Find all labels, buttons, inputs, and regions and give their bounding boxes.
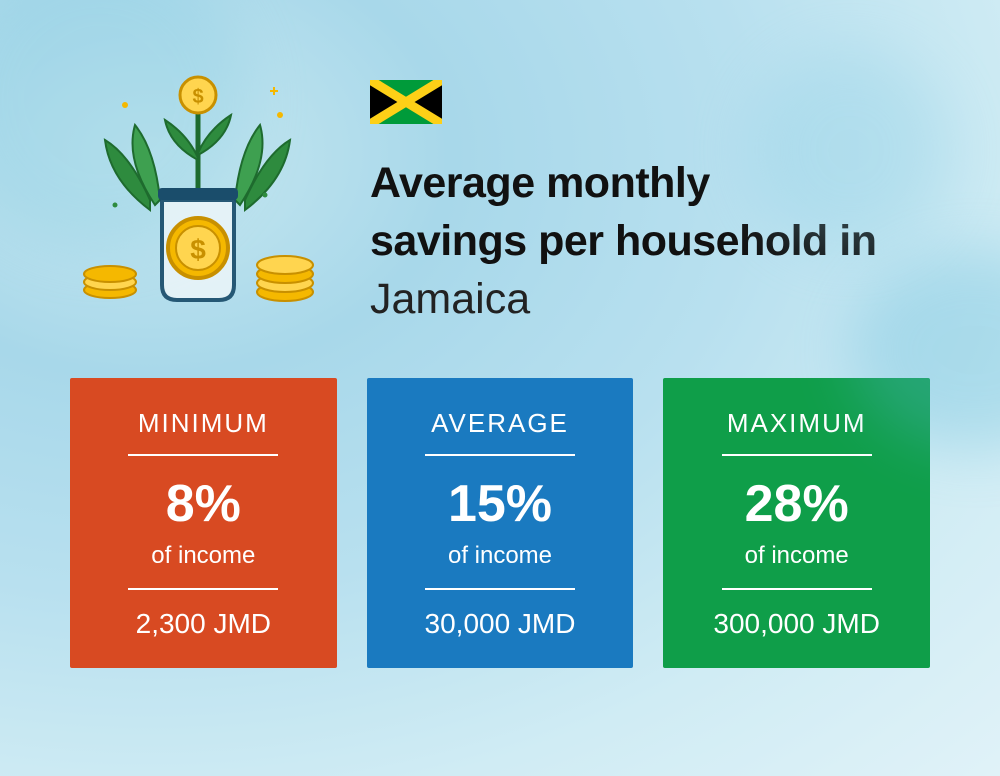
card-label: AVERAGE <box>387 408 614 439</box>
card-percent: 8% <box>90 474 317 534</box>
divider <box>425 454 575 456</box>
card-label: MINIMUM <box>90 408 317 439</box>
divider <box>722 454 872 456</box>
divider <box>128 454 278 456</box>
svg-text:$: $ <box>190 234 206 265</box>
card-percent: 15% <box>387 474 614 534</box>
flag-icon <box>370 80 442 124</box>
card-average: AVERAGE 15% of income 30,000 JMD <box>367 378 634 668</box>
card-subtext: of income <box>387 542 614 570</box>
bg-texture <box>750 50 950 250</box>
card-amount: 300,000 JMD <box>683 608 910 640</box>
card-minimum: MINIMUM 8% of income 2,300 JMD <box>70 378 337 668</box>
divider <box>425 588 575 590</box>
card-label: MAXIMUM <box>683 408 910 439</box>
divider <box>128 588 278 590</box>
card-subtext: of income <box>683 542 910 570</box>
divider <box>722 588 872 590</box>
cards-row: MINIMUM 8% of income 2,300 JMD AVERAGE 1… <box>0 328 1000 668</box>
card-amount: 30,000 JMD <box>387 608 614 640</box>
title-country: Jamaica <box>370 270 876 328</box>
savings-illustration: $ $ <box>70 60 330 320</box>
svg-text:$: $ <box>192 86 203 108</box>
card-amount: 2,300 JMD <box>90 608 317 640</box>
card-subtext: of income <box>90 542 317 570</box>
card-percent: 28% <box>683 474 910 534</box>
